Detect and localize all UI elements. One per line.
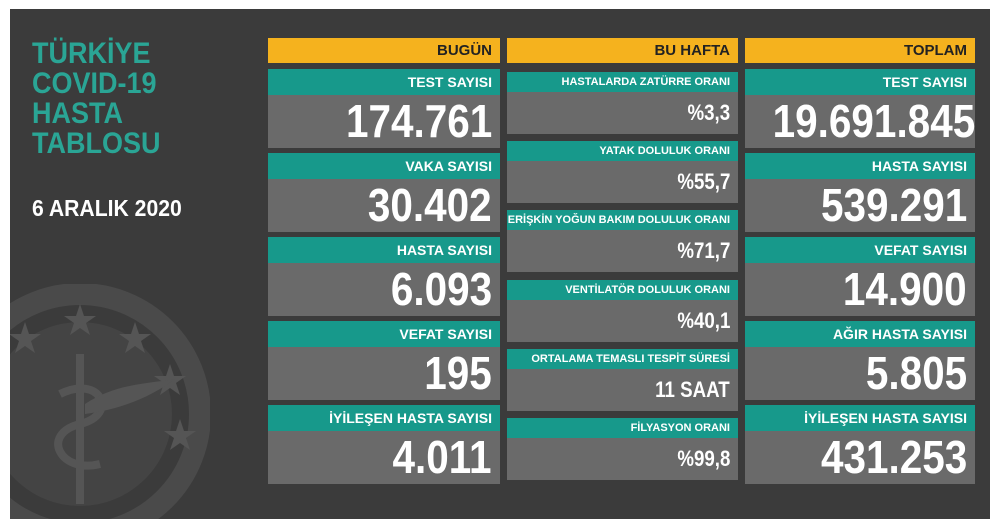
card-value: %55,7: [507, 161, 738, 204]
panel: 6 ARALIK 2020 TÜRKİYE COVID-19 HASTA TABLOS…: [10, 9, 990, 519]
title-line: HASTA: [32, 97, 123, 130]
card-value: 5.805: [745, 347, 975, 400]
card-label: TEST SAYISI: [745, 69, 975, 95]
card-label: YATAK DOLULUK ORANI: [507, 141, 738, 162]
card-label: ORTALAMA TEMASLI TESPİT SÜRESİ: [507, 348, 738, 369]
card-label: FİLYASYON ORANI: [507, 418, 738, 438]
card-value: 14.900: [745, 263, 975, 316]
card-label: İYİLEŞEN HASTA SAYISI: [745, 405, 975, 431]
card-value: 539.291: [745, 179, 975, 232]
value-text: %40,1: [676, 307, 730, 333]
card-value: %71,7: [507, 230, 738, 273]
value-text: %71,7: [676, 238, 730, 264]
column-header: BU HAFTA: [507, 38, 738, 63]
value-text: 11 SAAT: [655, 376, 730, 402]
value-text: 539.291: [820, 179, 967, 231]
card-value: 431.253: [745, 431, 975, 484]
value-text: 30.402: [368, 179, 492, 231]
value-text: 431.253: [820, 431, 967, 483]
title-line: COVID-19: [32, 67, 157, 100]
card-label: VEFAT SAYISI: [745, 237, 975, 263]
card-label: HASTA SAYISI: [268, 237, 500, 263]
value-text: 6.093: [390, 263, 492, 315]
card-label: VENTİLATÖR DOLULUK ORANI: [507, 279, 738, 300]
column-header: TOPLAM: [745, 38, 975, 63]
card-label: İYİLEŞEN HASTA SAYISI: [268, 405, 500, 431]
card-value: %3,3: [507, 92, 738, 134]
card-value: 11 SAAT: [507, 368, 738, 411]
value-text: 19.691.845: [772, 95, 975, 147]
card-label: VEFAT SAYISI: [268, 321, 500, 347]
card-value: 195: [268, 347, 500, 400]
card-value: 30.402: [268, 179, 500, 232]
value-text: 5.805: [865, 347, 967, 399]
card-value: %99,8: [507, 438, 738, 480]
value-text: %3,3: [687, 100, 730, 125]
value-text: 195: [424, 347, 492, 399]
column-header: BUGÜN: [268, 38, 500, 63]
value-text: 4.011: [392, 431, 492, 483]
card-label: ERİŞKİN YOĞUN BAKIM DOLULUK ORANI: [507, 210, 738, 231]
card-value: %40,1: [507, 299, 738, 342]
value-text: 14.900: [843, 263, 967, 315]
value-text: %55,7: [676, 169, 730, 195]
card-value: 19.691.845: [745, 95, 975, 148]
card-value: 4.011: [268, 431, 500, 484]
emblem: [10, 284, 210, 519]
card-label: HASTA SAYISI: [745, 153, 975, 179]
title-line: TÜRKİYE: [32, 37, 151, 70]
card-value: 6.093: [268, 263, 500, 316]
card-label: VAKA SAYISI: [268, 153, 500, 179]
value-text: %99,8: [676, 446, 730, 471]
value-text: 174.761: [345, 95, 492, 147]
title-line: TABLOSU: [32, 127, 161, 160]
card-value: 174.761: [268, 95, 500, 148]
card-label: HASTALARDA ZATÜRRE ORANI: [507, 72, 738, 92]
date: 6 ARALIK 2020: [32, 195, 182, 221]
card-label: AĞIR HASTA SAYISI: [745, 321, 975, 347]
card-label: TEST SAYISI: [268, 69, 500, 95]
